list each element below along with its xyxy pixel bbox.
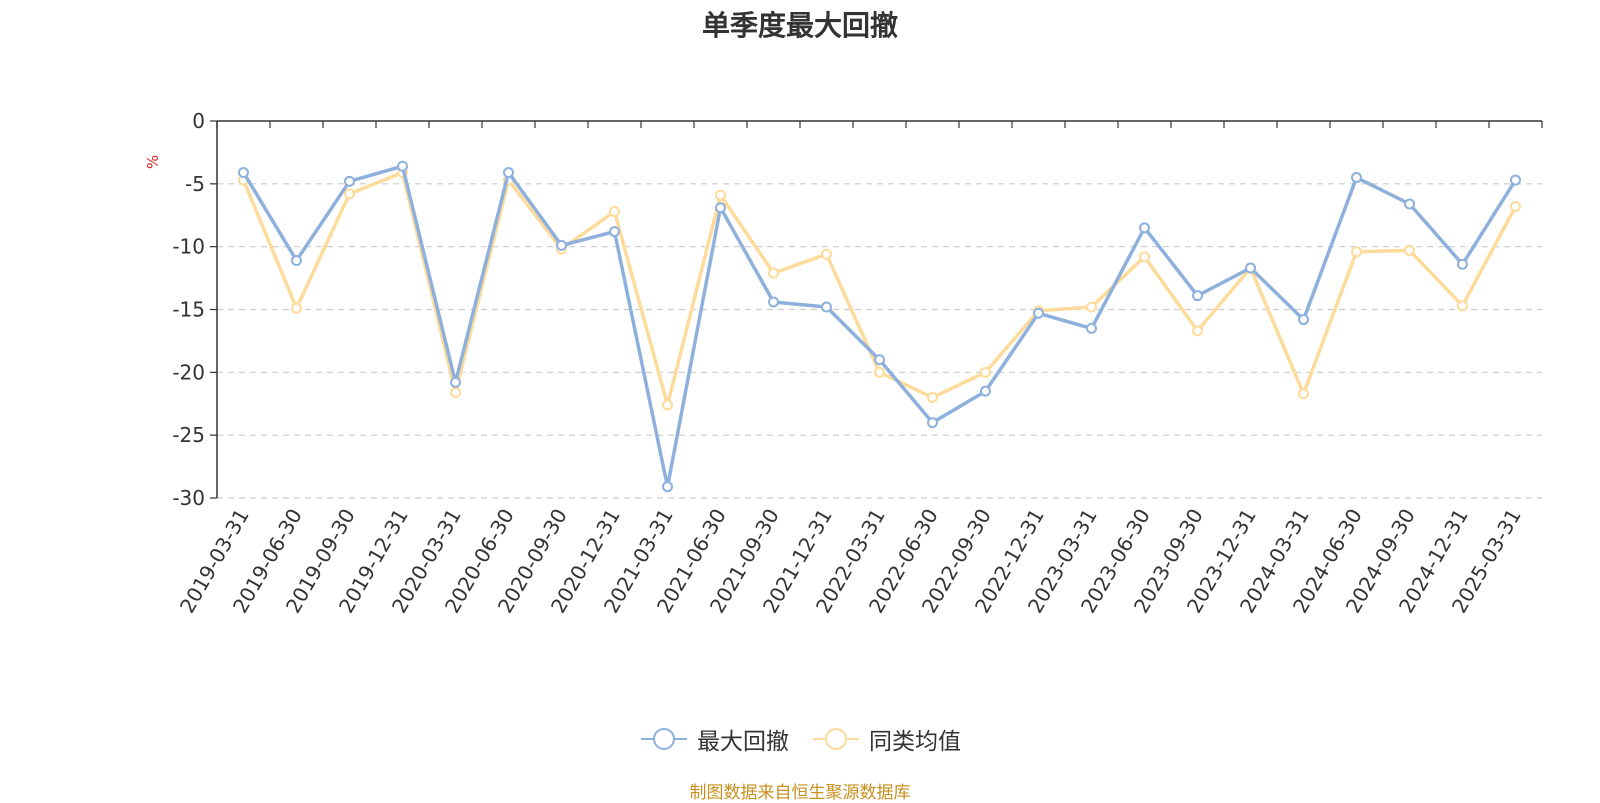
series-0-point-13[interactable] <box>927 417 938 429</box>
series-0-point-4[interactable] <box>450 376 461 388</box>
series-1-point-21[interactable] <box>1351 246 1362 258</box>
series-0-point-17[interactable] <box>1139 222 1150 234</box>
series-0-point-14[interactable] <box>980 385 991 397</box>
series-0-point-10[interactable] <box>768 296 779 308</box>
series-1-point-7[interactable] <box>609 205 620 217</box>
legend-label-category-average: 同类均值 <box>869 729 961 755</box>
series-0-point-7[interactable] <box>609 226 620 238</box>
series-1-point-16[interactable] <box>1086 301 1097 313</box>
series-1-point-4[interactable] <box>450 386 461 398</box>
series-0-point-22[interactable] <box>1404 198 1415 210</box>
y-tick-label-1: -5 <box>185 172 205 196</box>
series-1-point-2[interactable] <box>344 188 355 200</box>
series-0-point-5[interactable] <box>503 167 514 179</box>
source-note: 制图数据来自恒生聚源数据库 <box>689 783 911 803</box>
y-tick-label-2: -10 <box>172 235 205 259</box>
y-axis-unit-label: % <box>144 155 162 169</box>
legend-label-max-drawdown: 最大回撤 <box>697 729 789 755</box>
series-0-point-18[interactable] <box>1192 290 1203 302</box>
series-1-point-23[interactable] <box>1457 300 1468 312</box>
y-tick-label-4: -20 <box>172 360 205 384</box>
legend: 最大回撤 同类均值 <box>0 722 1600 756</box>
legend-item-max-drawdown[interactable]: 最大回撤 <box>639 722 789 756</box>
legend-marker-max-drawdown <box>641 728 687 750</box>
series-0-point-20[interactable] <box>1298 314 1309 326</box>
series-0-point-23[interactable] <box>1457 258 1468 270</box>
series-0-point-19[interactable] <box>1245 262 1256 274</box>
series-1-point-1[interactable] <box>291 302 302 314</box>
y-tick-label-6: -30 <box>172 486 205 510</box>
series-0-point-1[interactable] <box>291 254 302 266</box>
series-1-point-14[interactable] <box>980 366 991 378</box>
series-1-point-9[interactable] <box>715 189 726 201</box>
series-0-point-24[interactable] <box>1510 174 1521 186</box>
series-1-point-8[interactable] <box>662 399 673 411</box>
series-0-point-12[interactable] <box>874 354 885 366</box>
legend-marker-category-average <box>813 728 859 750</box>
chart-title: 单季度最大回撤 <box>701 9 898 42</box>
series-0-point-15[interactable] <box>1033 307 1044 319</box>
series-0-point-2[interactable] <box>344 175 355 187</box>
y-tick-label-0: 0 <box>192 109 205 133</box>
legend-item-category-average[interactable]: 同类均值 <box>811 722 961 756</box>
series-0-point-3[interactable] <box>397 160 408 172</box>
series-1-point-22[interactable] <box>1404 244 1415 256</box>
series-0-point-8[interactable] <box>662 481 673 493</box>
y-tick-label-5: -25 <box>172 423 205 447</box>
series-0-point-9[interactable] <box>715 202 726 214</box>
series-0-point-21[interactable] <box>1351 172 1362 184</box>
series-0-point-6[interactable] <box>556 239 567 251</box>
series-1-point-24[interactable] <box>1510 200 1521 212</box>
series-1-point-17[interactable] <box>1139 251 1150 263</box>
series-1-point-12[interactable] <box>874 366 885 378</box>
series-1-point-10[interactable] <box>768 267 779 279</box>
series-1-point-13[interactable] <box>927 391 938 403</box>
series-0-point-0[interactable] <box>238 167 249 179</box>
series-1-point-11[interactable] <box>821 248 832 260</box>
series-0-point-11[interactable] <box>821 301 832 313</box>
series-1-point-20[interactable] <box>1298 388 1309 400</box>
series-1-point-18[interactable] <box>1192 325 1203 337</box>
series-0-point-16[interactable] <box>1086 322 1097 334</box>
y-tick-label-3: -15 <box>172 298 205 322</box>
series-line-0 <box>242 164 1517 489</box>
